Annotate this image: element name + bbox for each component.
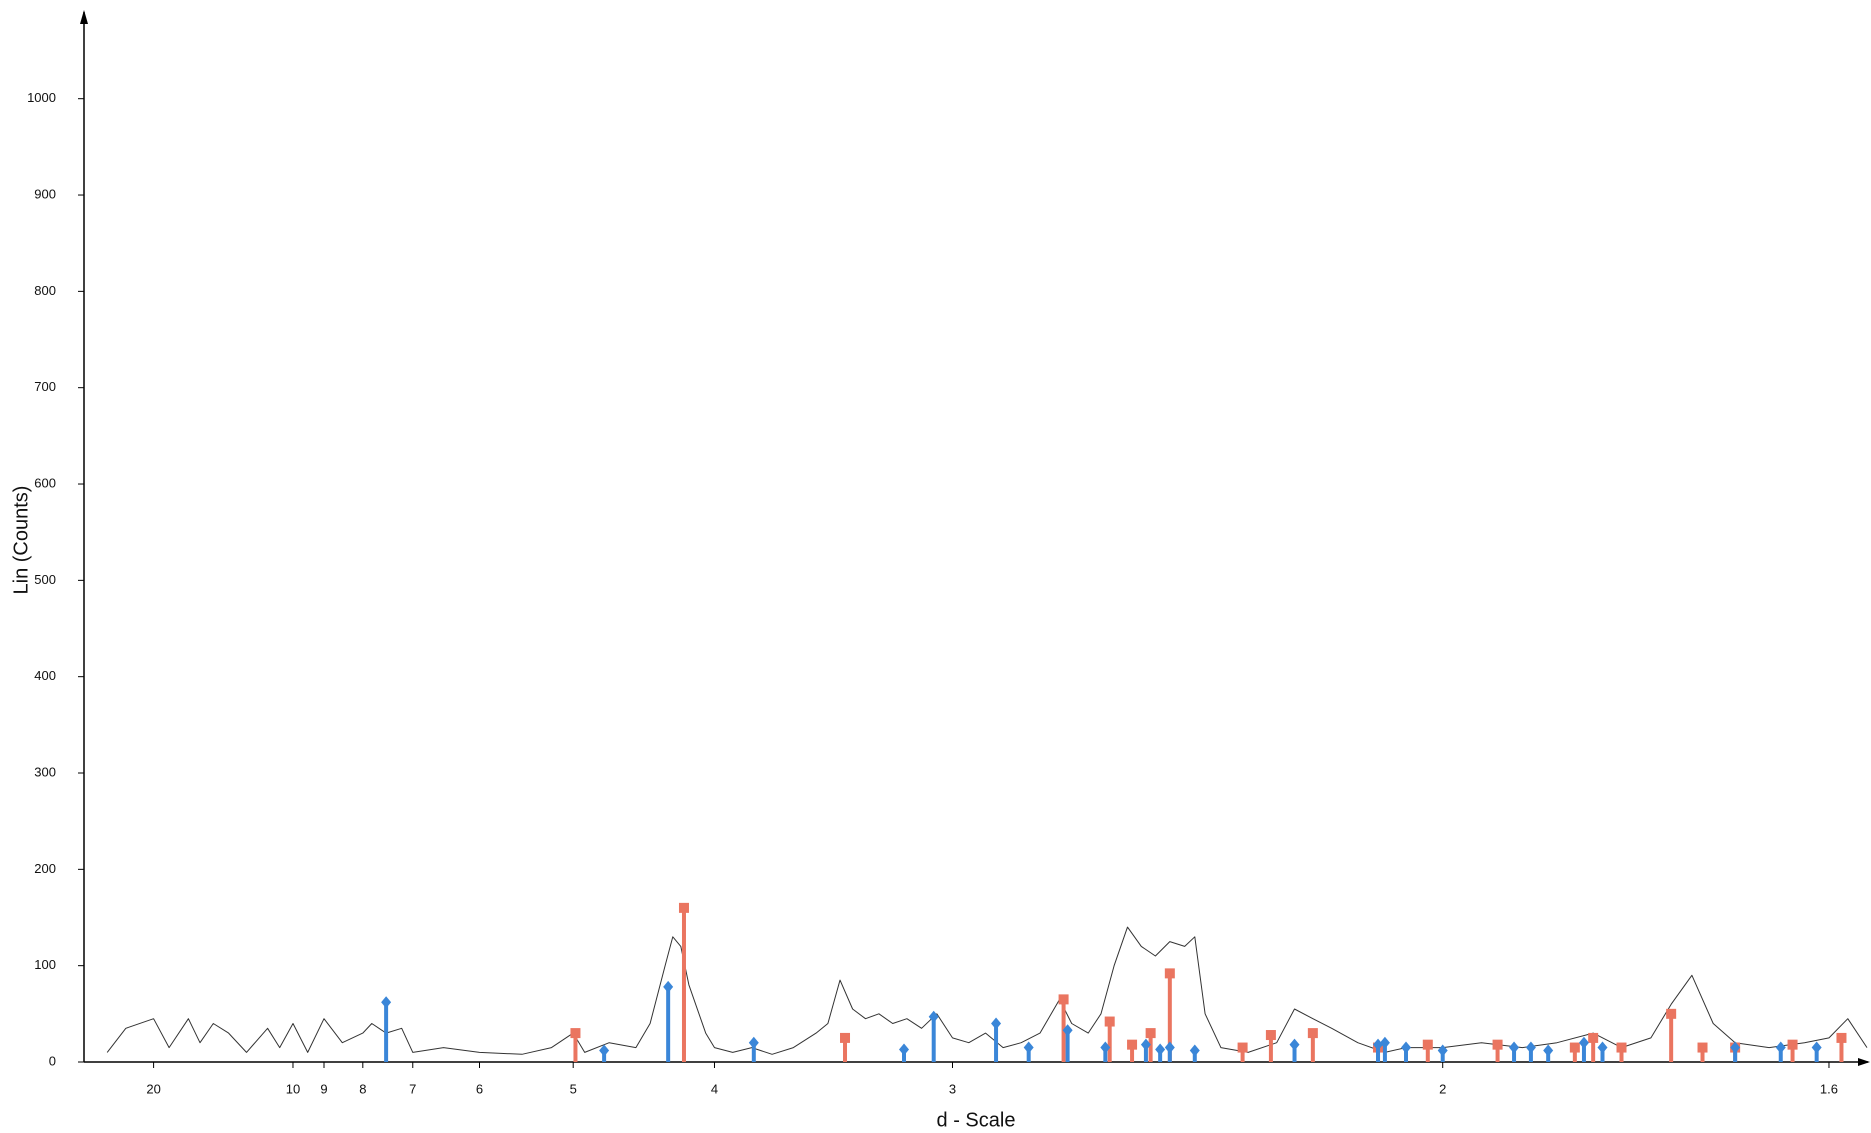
stick-marker <box>1616 1042 1627 1053</box>
stick-marker <box>1666 1008 1677 1019</box>
stick-marker <box>1525 1041 1536 1054</box>
stick-marker <box>1588 1032 1599 1043</box>
stick-marker <box>1437 1044 1448 1057</box>
y-tick-label: 500 <box>34 572 56 587</box>
y-axis-title: Lin (Counts) <box>10 486 32 595</box>
stick-marker <box>1145 1028 1156 1039</box>
stick-marker <box>840 1032 851 1043</box>
stick-marker <box>663 980 674 993</box>
stick-marker <box>1189 1044 1200 1057</box>
stick-marker <box>1401 1041 1412 1054</box>
x-tick-label: 5 <box>570 1081 577 1096</box>
y-tick-label: 100 <box>34 957 56 972</box>
x-tick-label: 4 <box>711 1081 718 1096</box>
stick-marker <box>1307 1028 1318 1039</box>
stick-marker <box>381 996 392 1009</box>
stick-marker <box>1058 994 1069 1005</box>
stick-marker <box>1127 1039 1138 1050</box>
stick-marker <box>570 1028 581 1039</box>
stick-marker <box>1697 1042 1708 1053</box>
stick-marker <box>1422 1039 1433 1050</box>
stick-marker <box>678 902 689 913</box>
y-tick-label: 900 <box>34 186 56 201</box>
stick-marker <box>1104 1016 1115 1027</box>
stick-marker <box>1597 1041 1608 1054</box>
x-tick-label: 2 <box>1439 1081 1446 1096</box>
y-tick-label: 600 <box>34 475 56 490</box>
stick-marker <box>1373 1038 1384 1051</box>
x-tick-label: 8 <box>359 1081 366 1096</box>
pattern-trace <box>106 926 1868 1055</box>
x-axis-title: d - Scale <box>937 1109 1016 1131</box>
y-tick-label: 700 <box>34 379 56 394</box>
stick-marker <box>1543 1044 1554 1057</box>
stick-marker <box>1023 1041 1034 1054</box>
y-tick-label: 400 <box>34 668 56 683</box>
stick-marker <box>1164 1041 1175 1054</box>
stick-marker <box>1100 1041 1111 1054</box>
stick-marker <box>1509 1041 1520 1054</box>
stick-marker <box>1569 1042 1580 1053</box>
stick-marker <box>898 1043 909 1056</box>
x-tick-label: 20 <box>146 1081 160 1096</box>
stick-marker <box>1289 1038 1300 1051</box>
stick-marker <box>991 1017 1002 1030</box>
stick-marker <box>1164 968 1175 979</box>
stick-marker <box>1836 1032 1847 1043</box>
stick-marker <box>1140 1038 1151 1051</box>
stick-marker <box>1265 1030 1276 1041</box>
stick-marker <box>1775 1041 1786 1054</box>
stick-marker <box>1811 1041 1822 1054</box>
x-tick-label: 7 <box>409 1081 416 1096</box>
x-tick-label: 9 <box>320 1081 327 1096</box>
x-tick-label: 10 <box>286 1081 300 1096</box>
y-tick-label: 800 <box>34 283 56 298</box>
x-axis-arrow <box>1858 1058 1870 1066</box>
y-tick-label: 300 <box>34 764 56 779</box>
stick-marker <box>599 1044 610 1057</box>
stick-marker <box>1237 1042 1248 1053</box>
y-tick-label: 1000 <box>27 90 56 105</box>
y-tick-label: 200 <box>34 861 56 876</box>
stick-marker <box>1379 1036 1390 1049</box>
stick-marker <box>748 1036 759 1049</box>
stick-marker <box>1062 1024 1073 1037</box>
y-axis-arrow <box>80 10 88 24</box>
y-tick-label: 0 <box>49 1053 56 1068</box>
x-tick-label: 6 <box>476 1081 483 1096</box>
stick-marker <box>1787 1039 1798 1050</box>
stick-marker <box>928 1010 939 1023</box>
x-tick-label: 3 <box>949 1081 956 1096</box>
stick-marker <box>1730 1041 1741 1054</box>
x-tick-label: 1.6 <box>1820 1081 1838 1096</box>
stick-marker <box>1492 1039 1503 1050</box>
stick-marker <box>1578 1036 1589 1049</box>
stick-marker <box>1155 1043 1166 1056</box>
